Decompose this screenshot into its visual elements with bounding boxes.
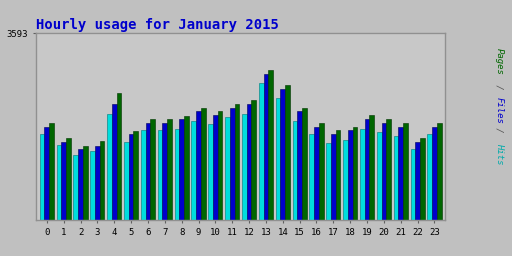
Bar <box>281 89 285 220</box>
Bar <box>403 123 408 220</box>
Bar <box>191 121 196 220</box>
Text: Hits: Hits <box>495 143 504 164</box>
Text: Files: Files <box>495 97 504 123</box>
Bar <box>213 115 218 220</box>
Bar <box>319 123 324 220</box>
Bar <box>100 141 104 220</box>
Bar <box>394 136 398 220</box>
Bar <box>208 124 213 220</box>
Bar <box>40 134 45 220</box>
Text: /: / <box>495 123 504 138</box>
Bar <box>377 132 381 220</box>
Bar <box>158 130 162 220</box>
Bar <box>264 74 268 220</box>
Bar <box>124 142 129 220</box>
Bar <box>175 129 179 220</box>
Bar <box>234 104 239 220</box>
Bar <box>117 93 121 220</box>
Bar <box>259 83 264 220</box>
Bar <box>336 130 340 220</box>
Bar <box>78 150 83 220</box>
Bar <box>107 113 112 220</box>
Bar <box>61 142 66 220</box>
Bar <box>242 113 247 220</box>
Bar <box>353 126 357 220</box>
Bar <box>343 140 348 220</box>
Bar <box>302 108 307 220</box>
Bar <box>386 119 391 220</box>
Bar <box>145 123 151 220</box>
Bar <box>201 108 206 220</box>
Bar <box>184 116 189 220</box>
Bar <box>162 123 167 220</box>
Bar <box>66 138 71 220</box>
Bar <box>151 119 155 220</box>
Bar <box>268 70 273 220</box>
Bar <box>285 86 290 220</box>
Bar <box>331 134 336 220</box>
Bar <box>275 99 281 220</box>
Bar <box>49 123 54 220</box>
Bar <box>90 151 95 220</box>
Bar <box>73 155 78 220</box>
Bar <box>428 134 432 220</box>
Bar <box>411 150 415 220</box>
Bar <box>179 119 184 220</box>
Bar <box>141 130 145 220</box>
Bar <box>230 108 234 220</box>
Bar <box>309 134 314 220</box>
Bar <box>218 111 222 220</box>
Bar <box>420 138 425 220</box>
Text: Hourly usage for January 2015: Hourly usage for January 2015 <box>36 18 279 32</box>
Bar <box>360 129 365 220</box>
Bar <box>292 121 297 220</box>
Bar <box>196 111 201 220</box>
Bar <box>398 126 403 220</box>
Text: /: / <box>495 79 504 95</box>
Text: Pages: Pages <box>495 48 504 75</box>
Bar <box>415 142 420 220</box>
Bar <box>95 146 100 220</box>
Bar <box>326 143 331 220</box>
Bar <box>83 146 88 220</box>
Bar <box>129 134 134 220</box>
Bar <box>225 117 230 220</box>
Bar <box>348 130 353 220</box>
Bar <box>437 123 441 220</box>
Bar <box>45 126 49 220</box>
Bar <box>251 100 256 220</box>
Bar <box>297 111 302 220</box>
Bar <box>314 126 319 220</box>
Bar <box>134 131 138 220</box>
Bar <box>381 123 386 220</box>
Bar <box>167 119 172 220</box>
Bar <box>56 145 61 220</box>
Bar <box>112 104 117 220</box>
Bar <box>370 115 374 220</box>
Bar <box>432 126 437 220</box>
Bar <box>247 104 251 220</box>
Bar <box>365 119 370 220</box>
